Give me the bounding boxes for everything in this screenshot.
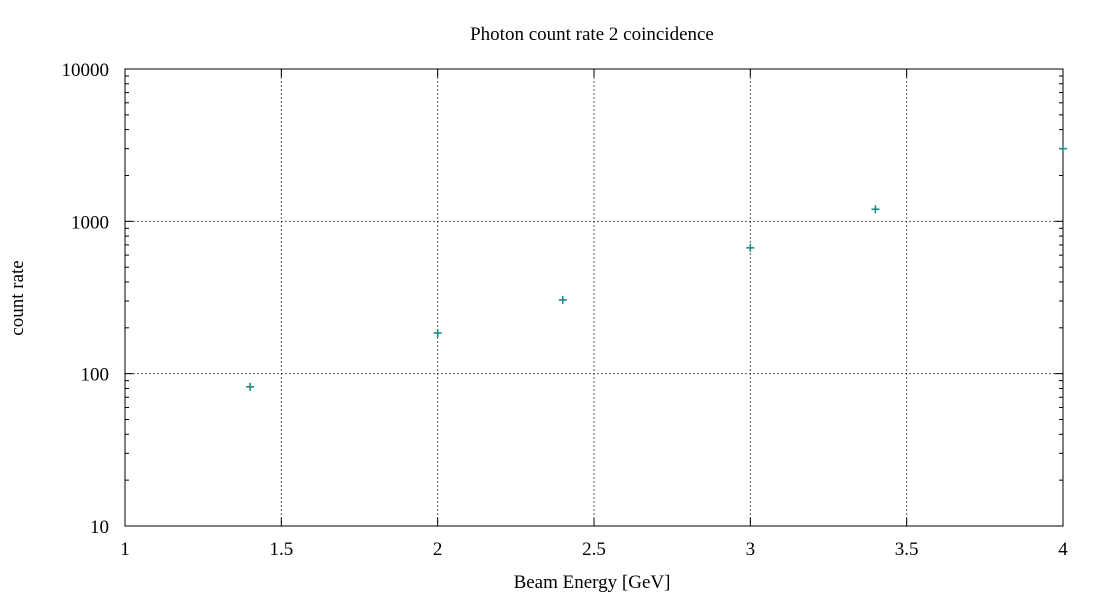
- chart-title: Photon count rate 2 coincidence: [470, 24, 714, 45]
- y-axis-label: count rate: [7, 260, 28, 335]
- grid-lines: [125, 69, 1063, 526]
- data-point: [1059, 144, 1067, 153]
- data-point: [433, 328, 442, 337]
- y-tick-label: 10: [90, 517, 109, 538]
- data-point: [558, 295, 567, 304]
- y-tick-labels: 10 100 1000 10000: [62, 60, 110, 538]
- axis-ticks: [124, 68, 1064, 527]
- x-tick-label: 1.5: [269, 539, 293, 560]
- x-tick-label: 4: [1058, 539, 1068, 560]
- data-point: [871, 205, 880, 214]
- x-tick-labels: 1 1.5 2 2.5 3 3.5 4: [120, 539, 1068, 560]
- x-tick-label: 2.5: [582, 539, 606, 560]
- data-point: [246, 382, 255, 391]
- x-tick-label: 1: [120, 539, 130, 560]
- data-point: [746, 243, 755, 252]
- y-tick-label: 100: [81, 365, 110, 386]
- x-axis-label: Beam Energy [GeV]: [514, 572, 671, 593]
- x-tick-label: 3.5: [895, 539, 919, 560]
- y-tick-label: 10000: [62, 60, 110, 81]
- x-tick-label: 2: [433, 539, 443, 560]
- y-tick-label: 1000: [71, 212, 109, 233]
- x-tick-label: 3: [746, 539, 756, 560]
- data-points: [246, 144, 1067, 391]
